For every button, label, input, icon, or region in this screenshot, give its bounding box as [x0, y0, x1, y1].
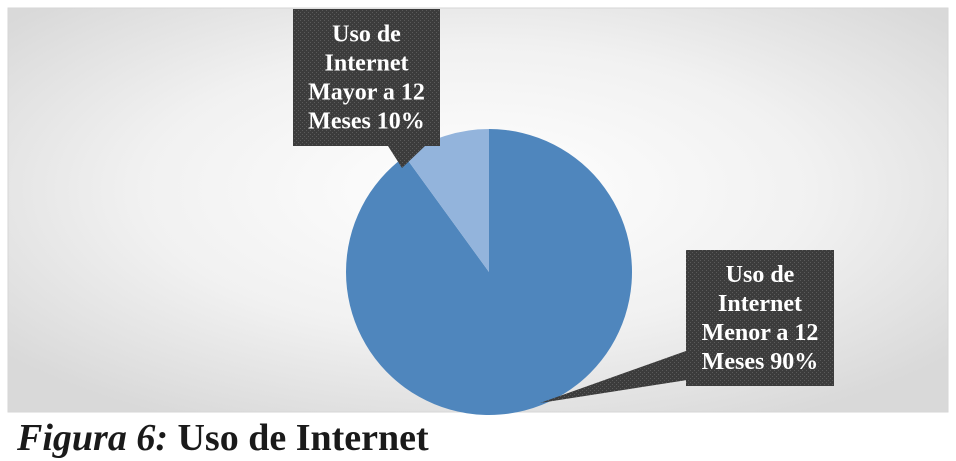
data-label-line: Meses 90%	[702, 349, 819, 375]
figure-caption: Figura 6: Uso de Internet	[17, 416, 429, 460]
data-label-line: Internet	[325, 51, 409, 77]
pie-slice-uso-de-internet-menor-a-12-meses	[346, 129, 633, 415]
callout-box	[293, 9, 440, 146]
data-label-line: Menor a 12	[702, 320, 819, 346]
data-label-line: Uso de	[726, 262, 795, 288]
data-label-uso-de-internet-menor-a-12-meses: Uso de Internet Menor a 12 Meses 90%	[540, 250, 834, 403]
data-label-uso-de-internet-mayor-a-12-meses: Uso de Internet Mayor a 12 Meses 10%	[293, 9, 440, 168]
caption-figure-number: Figura 6:	[17, 417, 168, 459]
callout-box	[686, 250, 834, 386]
callout-pointer	[540, 346, 700, 403]
data-label-line: Mayor a 12	[308, 80, 425, 106]
caption-text: Uso de Internet	[177, 417, 429, 459]
data-label-line: Uso de	[332, 22, 401, 48]
data-label-line: Meses 10%	[308, 109, 425, 135]
pie-slice-uso-de-internet-mayor-a-12-meses	[404, 129, 489, 272]
callout-pointer	[388, 146, 425, 168]
data-label-line: Internet	[718, 291, 802, 317]
